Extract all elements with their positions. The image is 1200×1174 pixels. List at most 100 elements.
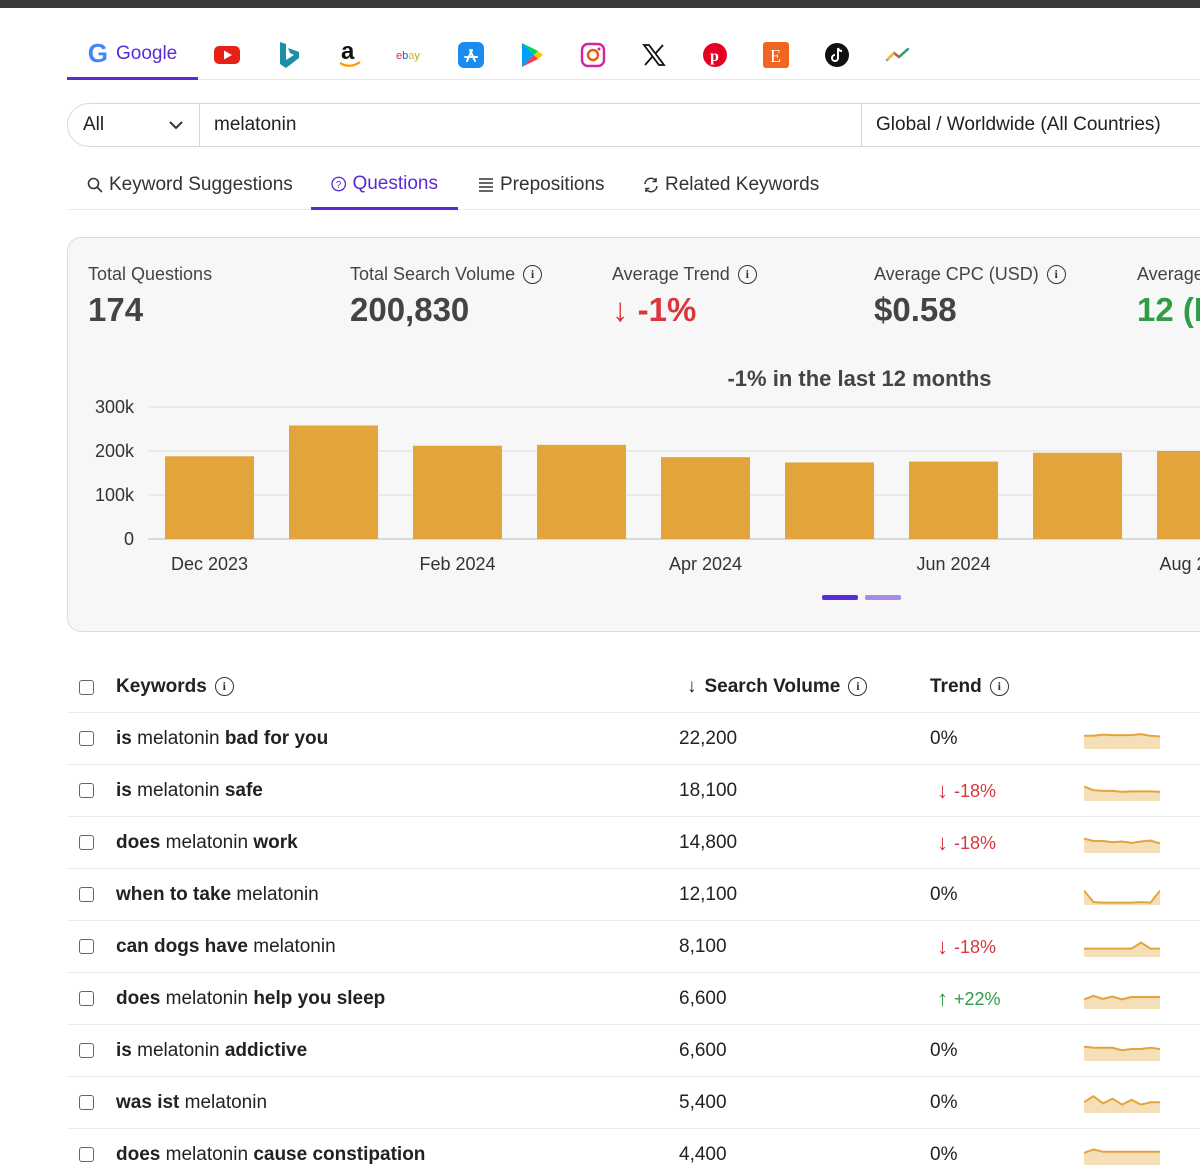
platform-etsy-tab[interactable]: E xyxy=(761,30,791,80)
keyword-modifier: is xyxy=(116,728,132,749)
column-search-volume[interactable]: ↓ Search Volume i xyxy=(687,660,868,713)
keyword-modifier: addictive xyxy=(224,1040,308,1061)
row-checkbox[interactable] xyxy=(79,835,94,850)
keyword-cell[interactable]: was ist melatonin xyxy=(116,1077,267,1129)
info-icon[interactable]: i xyxy=(737,265,757,284)
tab-related-keywords[interactable]: Related Keywords xyxy=(623,160,839,210)
table-row[interactable]: does melatonin help you sleep 6,600 ↑ +22% xyxy=(67,973,1200,1025)
tab-questions[interactable]: ? Questions xyxy=(311,160,458,210)
trend-cell: ↓ -18% xyxy=(937,921,996,973)
trend-sparkline xyxy=(1084,1094,1160,1113)
sparkline-area xyxy=(1084,786,1160,801)
table-row[interactable]: is melatonin addictive 6,600 0% xyxy=(67,1025,1200,1077)
info-icon[interactable]: i xyxy=(1046,265,1066,284)
chart-bar[interactable] xyxy=(165,456,254,539)
keyword-cell[interactable]: when to take melatonin xyxy=(116,869,319,921)
platform-bing-tab[interactable] xyxy=(274,30,304,80)
keyword-modifier: when to take xyxy=(116,884,232,905)
chart-bar[interactable] xyxy=(785,462,874,539)
country-select[interactable]: Global / Worldwide (All Countries) xyxy=(861,104,1200,146)
row-checkbox[interactable] xyxy=(79,783,94,798)
table-row[interactable]: does melatonin work 14,800 ↓ -18% xyxy=(67,817,1200,869)
chart-bar[interactable] xyxy=(413,445,502,539)
platform-instagram-tab[interactable] xyxy=(578,30,608,80)
stat-total-search-volume: Total Search Volume i 200,830 xyxy=(350,264,543,329)
row-checkbox[interactable] xyxy=(79,731,94,746)
table-row[interactable]: is melatonin bad for you 22,200 0% xyxy=(67,713,1200,765)
select-all-checkbox[interactable] xyxy=(79,680,94,695)
keyword-cell[interactable]: does melatonin cause constipation xyxy=(116,1129,425,1174)
trend-cell: ↓ -18% xyxy=(937,817,996,869)
table-row[interactable]: can dogs have melatonin 8,100 ↓ -18% xyxy=(67,921,1200,973)
platform-google-play-tab[interactable] xyxy=(517,30,547,80)
trend-value: 0% xyxy=(930,1144,958,1165)
platform-pinterest-tab[interactable]: p xyxy=(700,30,730,80)
table-row[interactable]: was ist melatonin 5,400 0% xyxy=(67,1077,1200,1129)
chart-bar[interactable] xyxy=(1033,452,1122,539)
info-icon[interactable]: i xyxy=(523,265,543,284)
chart-page-dot-2[interactable] xyxy=(865,595,901,600)
google-icon: G xyxy=(87,38,108,68)
row-checkbox[interactable] xyxy=(79,1043,94,1058)
tab-keyword-suggestions[interactable]: Keyword Suggestions xyxy=(67,160,313,210)
row-checkbox[interactable] xyxy=(79,1147,94,1162)
info-icon[interactable]: i xyxy=(214,677,234,696)
keyword-cell[interactable]: can dogs have melatonin xyxy=(116,921,336,973)
table-row[interactable]: is melatonin safe 18,100 ↓ -18% xyxy=(67,765,1200,817)
chart-bar[interactable] xyxy=(289,425,378,539)
platform-google-tab[interactable]: G Google xyxy=(67,30,198,80)
sparkline-line xyxy=(1084,941,1160,950)
trend-value: 0% xyxy=(930,884,958,905)
tab-prepositions-label: Prepositions xyxy=(500,174,605,195)
trend-sparkline xyxy=(1084,1148,1160,1165)
search-input[interactable] xyxy=(200,104,861,146)
keyword-cell[interactable]: is melatonin safe xyxy=(116,765,263,817)
sparkline-line xyxy=(1084,785,1160,793)
column-trend[interactable]: Trend i xyxy=(930,660,1009,713)
list-icon xyxy=(479,178,493,192)
table-row[interactable]: does melatonin cause constipation 4,400 0% xyxy=(67,1129,1200,1174)
platform-tiktok-tab[interactable] xyxy=(822,30,852,80)
platform-trends-tab[interactable] xyxy=(883,30,913,80)
result-tabs: Keyword Suggestions ? Questions Preposit… xyxy=(67,160,1200,210)
scope-select[interactable]: All xyxy=(68,104,200,146)
chart-bar[interactable] xyxy=(909,461,998,539)
platform-ebay-tab[interactable]: ebay xyxy=(394,30,428,80)
keyword-cell[interactable]: does melatonin help you sleep xyxy=(116,973,385,1025)
keyword-modifier: was ist xyxy=(116,1092,180,1113)
platform-x-tab[interactable] xyxy=(639,30,669,80)
search-volume-cell: 5,400 xyxy=(679,1092,727,1113)
trend-cell: 0% xyxy=(930,1077,957,1129)
keyword-cell[interactable]: does melatonin work xyxy=(116,817,298,869)
platform-app-store-tab[interactable] xyxy=(456,30,486,80)
svg-text:a: a xyxy=(341,40,355,65)
platform-amazon-tab[interactable]: a xyxy=(335,30,365,80)
stat-average-trend-label: Average Trend xyxy=(612,264,730,284)
search-volume-cell: 12,100 xyxy=(679,884,738,905)
platform-google-label: Google xyxy=(115,42,178,64)
keyword-seed: melatonin xyxy=(179,1092,268,1113)
svg-text:E: E xyxy=(770,46,781,66)
chart-bar[interactable] xyxy=(537,444,626,539)
tiktok-icon xyxy=(825,43,849,67)
search-volume-cell: 8,100 xyxy=(679,936,727,957)
info-icon[interactable]: i xyxy=(848,677,868,696)
table-row[interactable]: when to take melatonin 12,100 0% xyxy=(67,869,1200,921)
row-checkbox[interactable] xyxy=(79,887,94,902)
svg-text:ebay: ebay xyxy=(396,50,420,62)
sort-down-icon: ↓ xyxy=(687,675,697,697)
chart-page-dot-1[interactable] xyxy=(822,595,858,600)
keyword-cell[interactable]: is melatonin bad for you xyxy=(116,713,328,765)
row-checkbox[interactable] xyxy=(79,991,94,1006)
chart-bar[interactable] xyxy=(661,457,750,539)
chart-bar[interactable] xyxy=(1157,451,1200,539)
tab-prepositions[interactable]: Prepositions xyxy=(458,160,625,210)
platform-youtube-tab[interactable] xyxy=(212,30,242,80)
sparkline-area xyxy=(1084,1149,1160,1165)
column-keywords[interactable]: Keywords i xyxy=(116,660,234,713)
row-checkbox[interactable] xyxy=(79,939,94,954)
stat-average-fifth-label: Average xyxy=(1137,264,1200,284)
row-checkbox[interactable] xyxy=(79,1095,94,1110)
keyword-cell[interactable]: is melatonin addictive xyxy=(116,1025,307,1077)
info-icon[interactable]: i xyxy=(989,677,1009,696)
